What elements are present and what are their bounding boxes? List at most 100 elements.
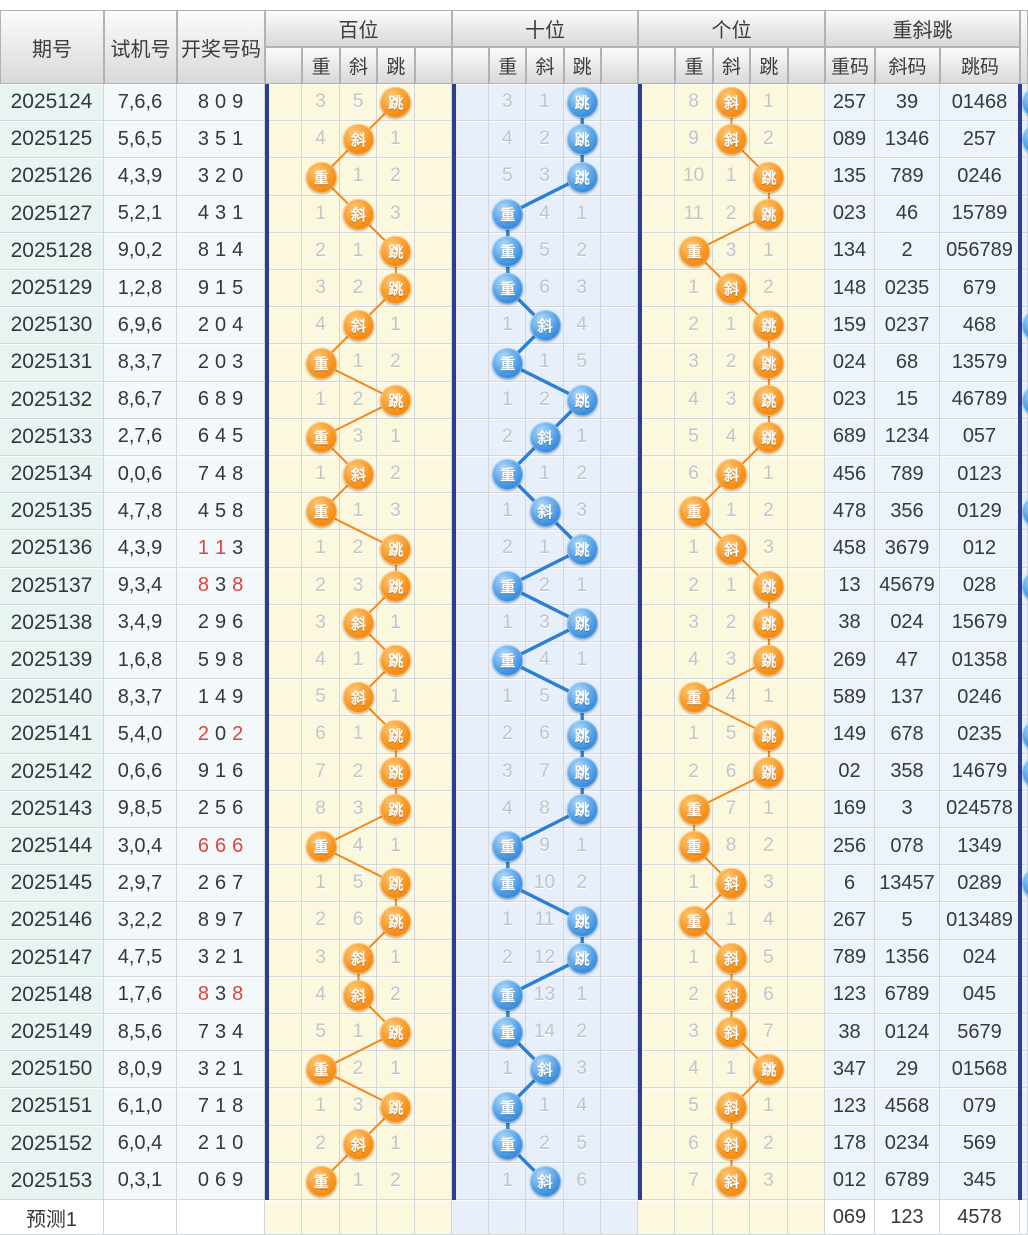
trend-cell-ge: 2 — [750, 270, 788, 308]
result-digit: 0 — [232, 164, 244, 187]
code-cell-zhong: 256 — [825, 828, 875, 866]
result-digit: 8 — [197, 90, 209, 113]
code-cell-xie: 0124 — [875, 1014, 940, 1052]
code-cell-zhong: 024 — [825, 344, 875, 382]
code-cell-tiao: 468 — [940, 307, 1020, 345]
trend-cell-bai: 2 — [302, 1125, 340, 1163]
trend-cell-shi: 3 — [489, 84, 527, 122]
trend-cell-shi: 13 — [526, 976, 564, 1014]
ge-trend-circle: 斜 — [716, 1017, 747, 1049]
trend-cell-shi — [452, 716, 490, 754]
prediction-code-cell-tiao: 4578 — [940, 1200, 1020, 1235]
trend-cell-shi — [452, 121, 490, 159]
result-digit: 0 — [214, 313, 227, 336]
ge-trend-circle: 跳 — [753, 756, 785, 788]
trend-cell-bai — [265, 567, 303, 605]
result-digit: 7 — [232, 871, 244, 894]
trend-cell-ge: 9 — [675, 121, 713, 159]
result-digit: 8 — [232, 648, 244, 671]
trend-cell-shi — [600, 344, 638, 382]
trend-cell-bai — [265, 1088, 303, 1126]
trend-cell-ge — [638, 604, 676, 642]
trend-cell-bai: 2 — [377, 344, 415, 382]
ge-trend-circle: 跳 — [753, 719, 785, 751]
subheader-ge-spacer — [787, 47, 825, 84]
trend-cell-ge — [638, 307, 676, 345]
trend-cell-ge: 3 — [712, 232, 751, 270]
prediction-result-cell — [177, 1200, 265, 1235]
result-digit: 3 — [232, 536, 244, 559]
cropped-trend-circle — [1022, 756, 1028, 788]
trend-cell-shi — [452, 642, 490, 680]
code-cell-zhong: 269 — [825, 642, 875, 680]
trend-cell-bai: 6 — [339, 902, 378, 940]
trend-cell-ge: 4 — [712, 679, 751, 717]
test-number-cell: 3,0,4 — [104, 828, 177, 866]
result-digit: 9 — [232, 388, 244, 411]
code-cell-tiao: 0246 — [940, 158, 1020, 196]
code-cell-tiao: 013489 — [940, 902, 1020, 940]
code-cell-xie: 15 — [875, 381, 940, 419]
result-digit: 4 — [232, 1020, 244, 1043]
trend-cell-ge — [638, 158, 676, 196]
trend-cell-bai — [265, 753, 303, 791]
cropped-trend-circle — [1022, 868, 1028, 900]
trend-cell-bai: 2 — [339, 270, 378, 308]
code-cell-xie: 789 — [875, 158, 940, 196]
result-digit: 1 — [214, 1094, 227, 1117]
trend-cell-bai: 3 — [377, 493, 415, 531]
cropped-trend-circle — [1022, 87, 1028, 119]
trend-cell-ge — [638, 195, 676, 233]
result-digit: 8 — [232, 499, 244, 522]
trend-cell-bai — [414, 456, 452, 494]
section-separator-bar — [452, 84, 456, 1200]
result-digit: 7 — [197, 462, 209, 485]
bai-trend-circle: 斜 — [343, 607, 374, 639]
trend-cell-bai — [414, 828, 452, 866]
trend-cell-bai: 1 — [302, 195, 340, 233]
period-cell: 2025148 — [0, 976, 104, 1014]
trend-cell-ge: 2 — [712, 604, 751, 642]
result-digit: 6 — [232, 797, 244, 820]
header-hundreds-label: 百位 — [338, 20, 379, 42]
trend-cell-bai — [265, 158, 303, 196]
trend-cell-shi — [452, 902, 490, 940]
bai-trend-circle: 斜 — [343, 979, 374, 1011]
trend-cell-ge — [787, 753, 825, 791]
trend-cell-shi: 3 — [563, 270, 601, 308]
code-cell-tiao: 0129 — [940, 493, 1020, 531]
trend-cell-shi: 3 — [563, 493, 601, 531]
cropped-trend-circle — [1022, 384, 1028, 416]
trend-cell-ge — [787, 828, 825, 866]
subheader-code-xie: 斜码 — [875, 47, 940, 84]
trend-cell-bai: 1 — [302, 381, 340, 419]
trend-cell-bai — [414, 530, 452, 568]
test-number-cell: 4,7,5 — [104, 939, 177, 977]
trend-cell-ge: 11 — [675, 195, 713, 233]
trend-cell-bai — [414, 976, 452, 1014]
code-cell-xie: 1356 — [875, 939, 940, 977]
result-digit: 9 — [232, 90, 244, 113]
trend-cell-ge: 5 — [675, 1088, 713, 1126]
result-digit: 3 — [197, 1057, 209, 1080]
result-digit: 8 — [232, 462, 244, 485]
ge-trend-circle: 重 — [678, 496, 710, 528]
period-cell: 2025151 — [0, 1088, 104, 1126]
section-separator-bar — [265, 84, 269, 1200]
trend-cell-bai — [414, 753, 452, 791]
trend-cell-ge: 7 — [675, 1162, 713, 1200]
header-units-section: 个位 — [638, 10, 825, 47]
code-cell-xie: 0234 — [875, 1125, 940, 1163]
trend-cell-shi: 1 — [489, 1162, 527, 1200]
trend-cell-bai: 1 — [377, 679, 415, 717]
trend-cell-bai — [265, 307, 303, 345]
prediction-trend-cell-bai — [414, 1200, 452, 1235]
test-number-cell: 6,1,0 — [104, 1088, 177, 1126]
trend-cell-bai: 3 — [339, 790, 378, 828]
